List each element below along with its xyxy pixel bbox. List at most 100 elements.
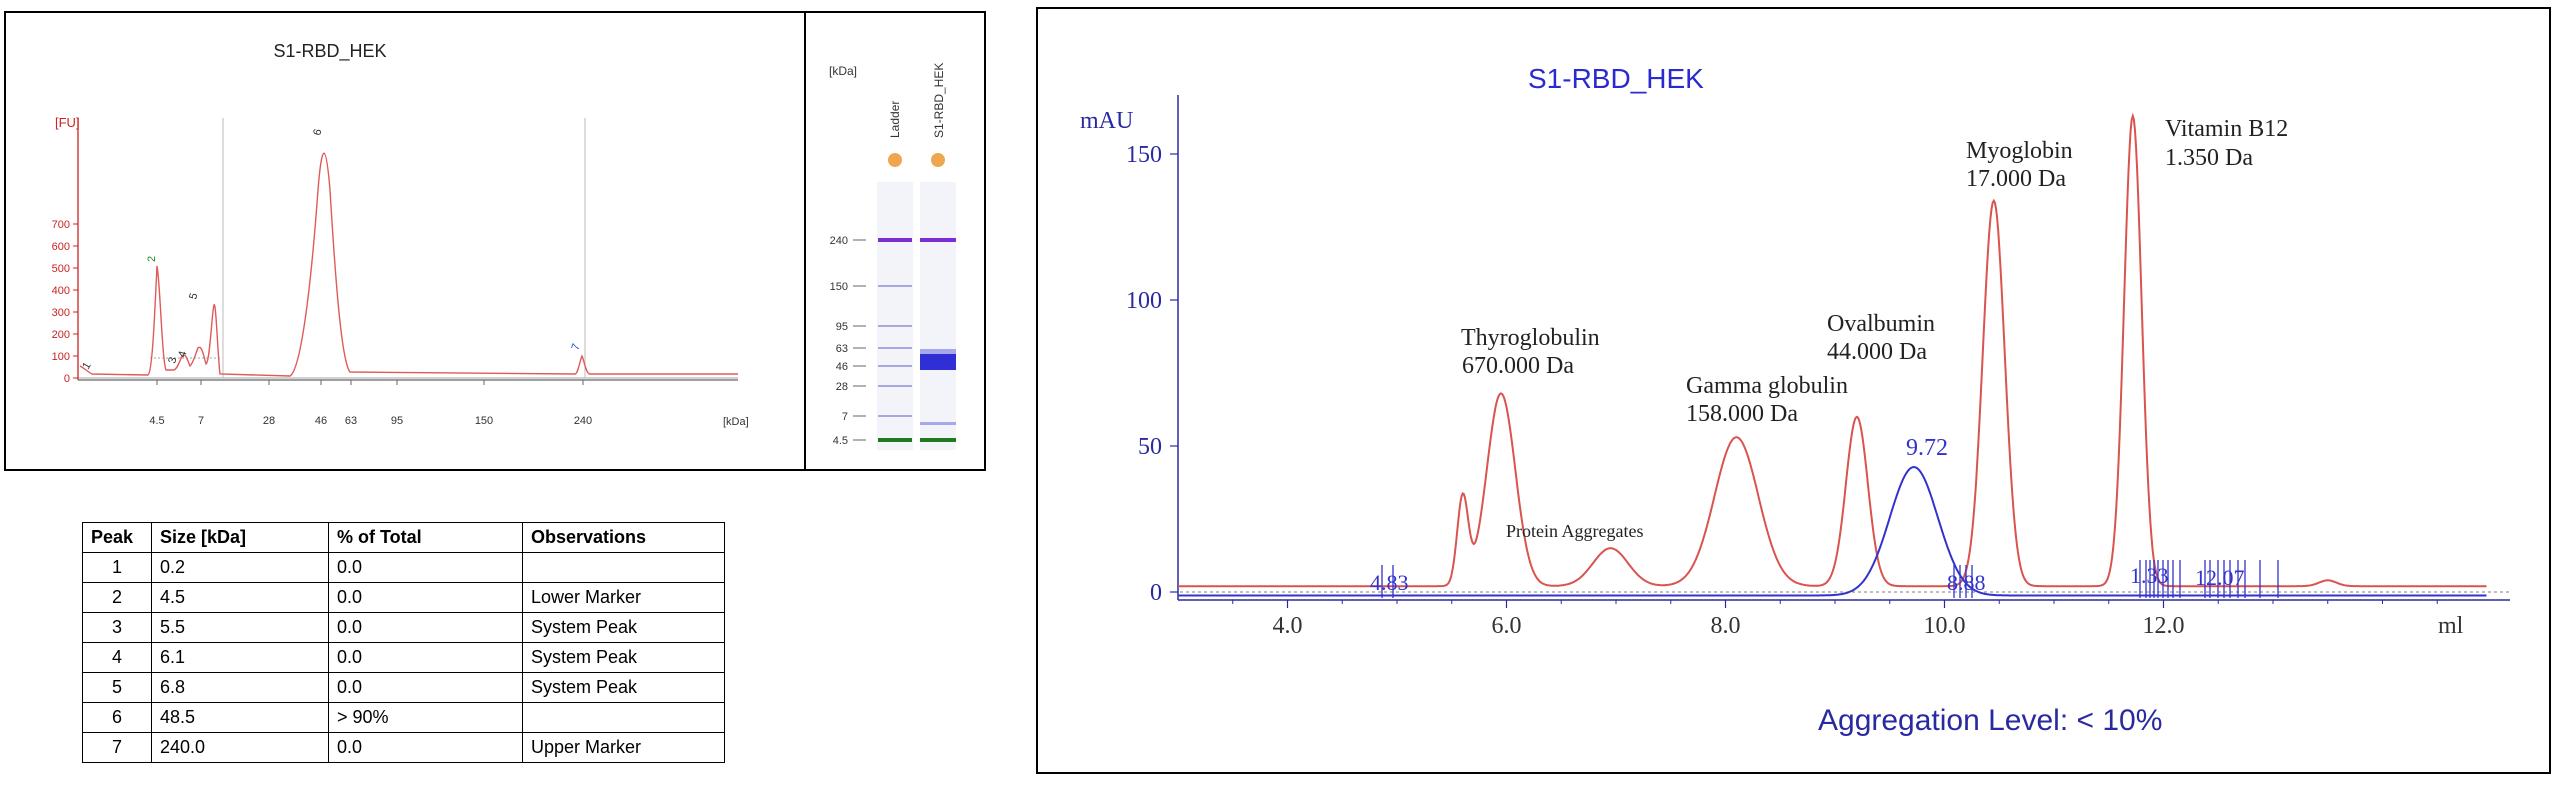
- gel-unit-label: [kDa]: [829, 64, 857, 78]
- table-row: 3 5.5 0.0 System Peak: [82, 612, 725, 643]
- peak-label-2: 2: [146, 256, 158, 262]
- size-cell: 5.5: [151, 612, 329, 643]
- label-thyroglobulin-da: 670.000 Da: [1462, 353, 1574, 379]
- table-row: 4 6.1 0.0 System Peak: [82, 642, 725, 673]
- table-row: 6 48.5 > 90%: [82, 702, 725, 733]
- table-row: 7 240.0 0.0 Upper Marker: [82, 732, 725, 763]
- label-ovalbumin-da: 44.000 Da: [1827, 339, 1927, 365]
- ml-tick-label: 6.0: [1492, 613, 1522, 639]
- peak-cell: 1: [82, 552, 152, 583]
- sample-upper-marker-band: [920, 238, 956, 242]
- label-myoglobin-da: 17.000 Da: [1966, 166, 2066, 192]
- header-observations: Observations: [522, 522, 725, 553]
- table-row: 2 4.5 0.0 Lower Marker: [82, 582, 725, 613]
- kda-tick-label: 63: [345, 415, 357, 427]
- percent-cell: 0.0: [328, 612, 523, 643]
- fu-tick-label: 100: [52, 351, 70, 363]
- fraction-markers: [1381, 560, 2279, 598]
- peak-label-6: 6: [311, 128, 324, 137]
- percent-cell: > 90%: [328, 702, 523, 733]
- peak-label-4: 4: [176, 350, 189, 359]
- gel-lane-ladder-bg: [877, 182, 913, 450]
- peak-cell: 6: [82, 702, 152, 733]
- gel-bands: 240 150 95 63 46 28 7 4.5: [830, 235, 956, 447]
- ladder-band: [878, 285, 912, 287]
- mau-tick-label: 0: [1150, 580, 1162, 606]
- sec-frame: [1036, 7, 2551, 774]
- ladder-band: [878, 415, 912, 417]
- kda-tick-label: 28: [263, 415, 275, 427]
- peak-cell: 2: [82, 582, 152, 613]
- mau-tick-labels: 0 50 100 150: [1126, 142, 1178, 606]
- fu-tick-labels: 0 100 200 300 400 500 600 700: [52, 219, 78, 385]
- observation-cell: System Peak: [522, 642, 725, 673]
- ladder-band: [878, 238, 912, 242]
- percent-cell: 0.0: [328, 552, 523, 583]
- bioanalyzer-frame: [4, 11, 986, 471]
- ladder-band: [878, 325, 912, 327]
- size-cell: 4.5: [151, 582, 329, 613]
- ladder-band: [878, 365, 912, 367]
- marker-label-483: 4.83: [1370, 570, 1409, 595]
- sample-lower-marker-band: [920, 438, 956, 442]
- fu-tick-label: 600: [52, 241, 70, 253]
- gel-size-label: 46: [836, 361, 848, 373]
- size-cell: 240.0: [151, 732, 329, 763]
- electropherogram-trace: [79, 152, 738, 377]
- peak-label-3: 3: [166, 356, 179, 365]
- marker-label-888: 8.88: [1947, 570, 1986, 595]
- header-percent: % of Total: [328, 522, 523, 553]
- sec-title: S1-RBD_HEK: [1528, 63, 1704, 94]
- label-thyroglobulin: Thyroglobulin: [1461, 325, 1600, 351]
- kda-tick-labels: 4.5 7 28 46 63 95 150 240: [149, 380, 592, 427]
- peak-cell: 5: [82, 672, 152, 703]
- observation-cell: [522, 702, 725, 733]
- fu-tick-label: 200: [52, 329, 70, 341]
- fu-tick-label: 400: [52, 285, 70, 297]
- standards-trace: [1178, 112, 2487, 588]
- peak-label-5: 5: [187, 292, 200, 301]
- gel-lane-sample-bg: [920, 182, 956, 450]
- peak-cell: 7: [82, 732, 152, 763]
- size-cell: 6.1: [151, 642, 329, 673]
- gel-size-label: 150: [830, 281, 848, 293]
- label-gamma-globulin: Gamma globulin: [1686, 373, 1848, 399]
- header-size: Size [kDa]: [151, 522, 329, 553]
- electropherogram-title: S1-RBD_HEK: [273, 41, 386, 62]
- gel-size-label: 4.5: [833, 435, 848, 447]
- table-row: 1 0.2 0.0: [82, 552, 725, 583]
- gel-size-label: 95: [836, 321, 848, 333]
- size-cell: 6.8: [151, 672, 329, 703]
- fu-axis-label: [FU]: [55, 115, 80, 130]
- peak-cell: 4: [82, 642, 152, 673]
- mau-tick-label: 100: [1126, 288, 1162, 314]
- size-cell: 0.2: [151, 552, 329, 583]
- label-protein-aggregates: Protein Aggregates: [1506, 521, 1643, 541]
- observation-cell: Upper Marker: [522, 732, 725, 763]
- mau-axis-label: mAU: [1080, 108, 1133, 134]
- label-sample-peak: 9.72: [1906, 435, 1948, 461]
- kda-tick-label: 240: [574, 415, 592, 427]
- size-cell: 48.5: [151, 702, 329, 733]
- label-myoglobin: Myoglobin: [1966, 138, 2073, 164]
- ml-axis-label: ml: [2438, 613, 2464, 639]
- gel-size-label: 7: [842, 411, 848, 423]
- percent-cell: 0.0: [328, 582, 523, 613]
- table-row: 5 6.8 0.0 System Peak: [82, 672, 725, 703]
- fu-tick-label: 500: [52, 263, 70, 275]
- ml-tick-label: 10.0: [1924, 613, 1966, 639]
- fu-tick-label: 0: [64, 373, 70, 385]
- label-gamma-globulin-da: 158.000 Da: [1686, 401, 1798, 427]
- gel-lane-ladder: Ladder: [888, 101, 902, 138]
- kda-tick-label: 150: [475, 415, 493, 427]
- kda-tick-label: 4.5: [149, 415, 164, 427]
- percent-cell: 0.0: [328, 642, 523, 673]
- gel-size-label: 240: [830, 235, 848, 247]
- fu-tick-label: 300: [52, 307, 70, 319]
- observation-cell: System Peak: [522, 612, 725, 643]
- kda-tick-label: 95: [391, 415, 403, 427]
- sample-minor-band: [920, 422, 956, 425]
- aggregation-level-text: Aggregation Level: < 10%: [1818, 704, 2162, 737]
- peak-cell: 3: [82, 612, 152, 643]
- observation-cell: System Peak: [522, 672, 725, 703]
